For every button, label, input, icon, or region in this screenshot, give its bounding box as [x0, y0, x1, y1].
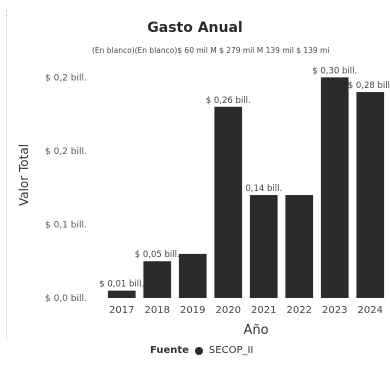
bar	[178, 253, 207, 298]
bar	[320, 77, 349, 299]
panel-border	[6, 10, 7, 340]
data-label: $ 0,28 bill.	[348, 81, 390, 91]
x-tick-label: 2017	[109, 305, 134, 316]
bar	[107, 290, 136, 298]
data-label: 0,14 bill.	[245, 184, 282, 194]
legend-entry: SECOP_II	[208, 345, 254, 356]
bar	[249, 195, 278, 298]
data-label: $ 0,05 bill.	[135, 250, 180, 260]
bar	[285, 195, 314, 298]
x-tick-label: 2021	[251, 305, 276, 316]
data-label: $ 0,01 bill.	[99, 280, 144, 290]
x-axis-label: Año	[243, 323, 269, 338]
bar	[143, 261, 172, 298]
chart-title: Gasto Anual	[147, 20, 243, 36]
y-tick-label: $ 0,0 bill.	[45, 294, 87, 304]
x-tick-label: 2019	[180, 305, 205, 316]
x-tick-label: 2023	[322, 305, 347, 316]
data-label: $ 0,26 bill.	[206, 96, 251, 106]
x-tick-label: 2020	[216, 305, 241, 316]
x-tick-label: 2018	[145, 305, 170, 316]
legend-swatch	[194, 346, 203, 355]
data-label: $ 0,30 bill.	[312, 66, 357, 76]
x-tick-label: 2022	[287, 305, 312, 316]
y-tick-label: $ 0,2 bill.	[45, 73, 87, 83]
bar	[214, 106, 243, 298]
legend-title: Fuente	[150, 345, 189, 356]
x-tick-label: 2024	[358, 305, 383, 316]
y-tick-label: $ 0,2 bill.	[45, 147, 87, 157]
chart-subtitle: (En blanco)(En blanco)$ 60 mil M $ 279 m…	[92, 46, 330, 55]
bar	[356, 92, 385, 298]
y-tick-label: $ 0,1 bill.	[45, 220, 87, 230]
legend: Fuente SECOP_II	[150, 345, 253, 356]
